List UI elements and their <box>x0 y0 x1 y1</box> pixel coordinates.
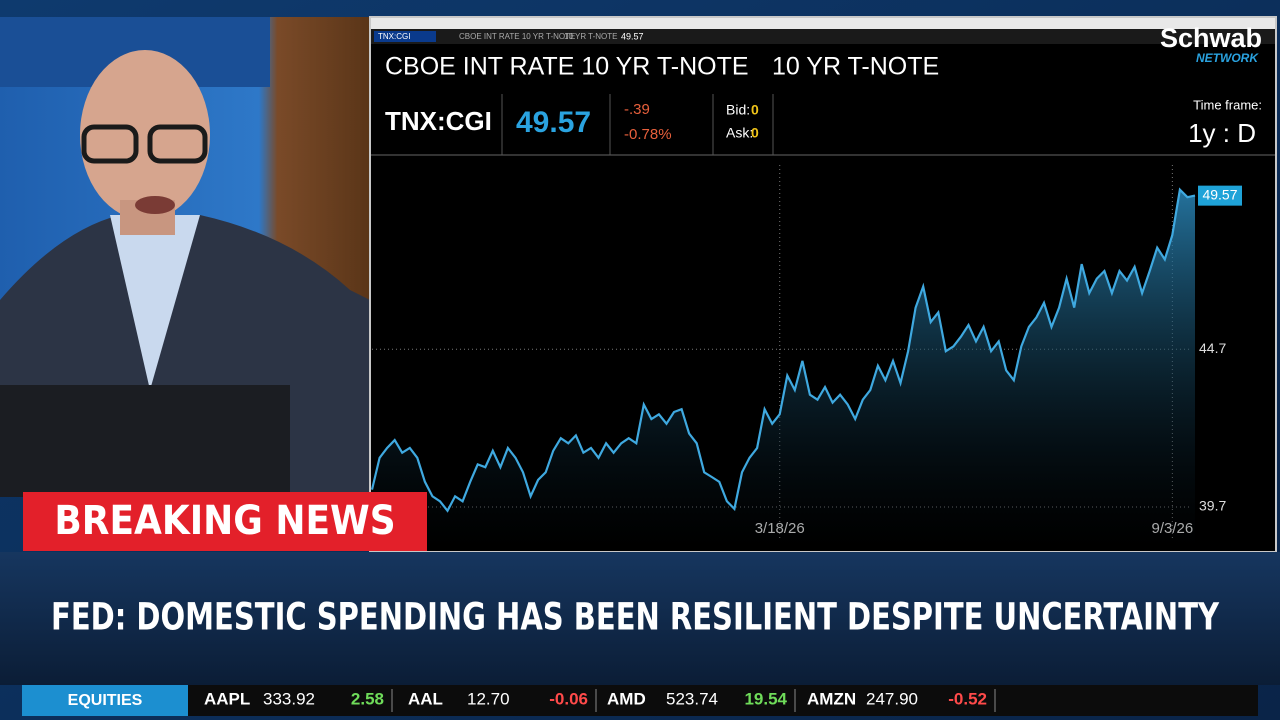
bid: 0 <box>751 102 759 118</box>
logo-sub: NETWORK <box>1196 51 1259 65</box>
ticker-change: -0.52 <box>948 689 987 708</box>
ask: 0 <box>751 125 759 141</box>
bid-label: Bid: <box>726 102 750 118</box>
toolbar-last: 49.57 <box>621 31 644 41</box>
ticker-items: AAPL 333.92 2.58 AAL 12.70 -0.06 AMD 523.74 19.5… <box>204 689 996 712</box>
change-percent: -0.78% <box>624 126 672 143</box>
last-price-tag <box>1198 185 1242 206</box>
last-price-label: 49.57 <box>1202 186 1237 202</box>
description: CBOE INT RATE 10 YR T-NOTE <box>385 53 749 81</box>
ticker-price: 523.74 <box>666 689 718 708</box>
ask-label: Ask: <box>726 125 753 141</box>
lower-third <box>0 552 1280 685</box>
ticker-change: -0.06 <box>549 689 588 708</box>
ticker-price: 12.70 <box>467 689 510 708</box>
ticker-symbol: AAL <box>408 689 443 708</box>
y-tick-label: 39.7 <box>1199 498 1226 514</box>
headline: FED: DOMESTIC SPENDING HAS BEEN RESILIEN… <box>51 596 1220 639</box>
last-price: 49.57 <box>516 106 591 139</box>
logo: Schwab <box>1160 23 1262 53</box>
ticker-change: 2.58 <box>351 689 384 708</box>
ticker-price: 247.90 <box>866 689 918 708</box>
y-tick-label: 44.7 <box>1199 340 1226 356</box>
ticker-symbol: AAPL <box>204 689 250 708</box>
ticker-price: 333.92 <box>263 689 315 708</box>
area <box>372 189 1195 548</box>
toolbar-short-name: 10 YR T-NOTE <box>564 32 618 41</box>
ticker-change: 19.54 <box>744 689 787 708</box>
ticker-section: EQUITIES <box>68 692 143 709</box>
chart-window: TNX:CGI CBOE INT RATE 10 YR T-NOTE 10 YR… <box>369 16 1277 553</box>
presenter-video <box>0 17 370 497</box>
short-name: 10 YR T-NOTE <box>772 53 939 81</box>
ticker-bar <box>22 685 1258 716</box>
breaking-label: BREAKING NEWS <box>54 498 395 544</box>
change: -.39 <box>624 101 650 118</box>
symbol: TNX:CGI <box>385 106 492 136</box>
timeframe: 1y : D <box>1188 118 1256 148</box>
toolbar-description: CBOE INT RATE 10 YR T-NOTE <box>459 32 575 41</box>
breaking-box <box>23 492 427 551</box>
plot: 39.744.73/18/269/3/2649.57 <box>370 165 1242 548</box>
toolbar-symbol: TNX:CGI <box>378 32 410 41</box>
ticker-symbol: AMZN <box>807 689 856 708</box>
timeframe-label: Time frame: <box>1193 97 1262 112</box>
line <box>370 187 1196 513</box>
ticker-symbol: AMD <box>607 689 646 708</box>
ticker-section-box <box>22 685 188 716</box>
